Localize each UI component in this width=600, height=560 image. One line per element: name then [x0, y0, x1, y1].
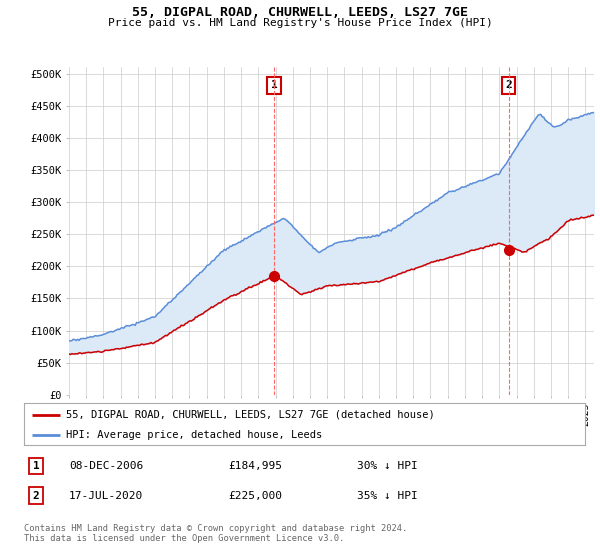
Text: 2: 2 — [32, 491, 40, 501]
Text: 08-DEC-2006: 08-DEC-2006 — [69, 461, 143, 471]
Text: 1: 1 — [271, 80, 278, 90]
Text: 55, DIGPAL ROAD, CHURWELL, LEEDS, LS27 7GE (detached house): 55, DIGPAL ROAD, CHURWELL, LEEDS, LS27 7… — [66, 410, 435, 420]
Text: 30% ↓ HPI: 30% ↓ HPI — [357, 461, 418, 471]
Text: £184,995: £184,995 — [228, 461, 282, 471]
Text: £225,000: £225,000 — [228, 491, 282, 501]
Text: Contains HM Land Registry data © Crown copyright and database right 2024.
This d: Contains HM Land Registry data © Crown c… — [24, 524, 407, 543]
Text: 35% ↓ HPI: 35% ↓ HPI — [357, 491, 418, 501]
Text: 55, DIGPAL ROAD, CHURWELL, LEEDS, LS27 7GE: 55, DIGPAL ROAD, CHURWELL, LEEDS, LS27 7… — [132, 6, 468, 18]
Text: 17-JUL-2020: 17-JUL-2020 — [69, 491, 143, 501]
Text: Price paid vs. HM Land Registry's House Price Index (HPI): Price paid vs. HM Land Registry's House … — [107, 18, 493, 28]
Text: HPI: Average price, detached house, Leeds: HPI: Average price, detached house, Leed… — [66, 430, 322, 440]
Text: 1: 1 — [32, 461, 40, 471]
Text: 2: 2 — [505, 80, 512, 90]
